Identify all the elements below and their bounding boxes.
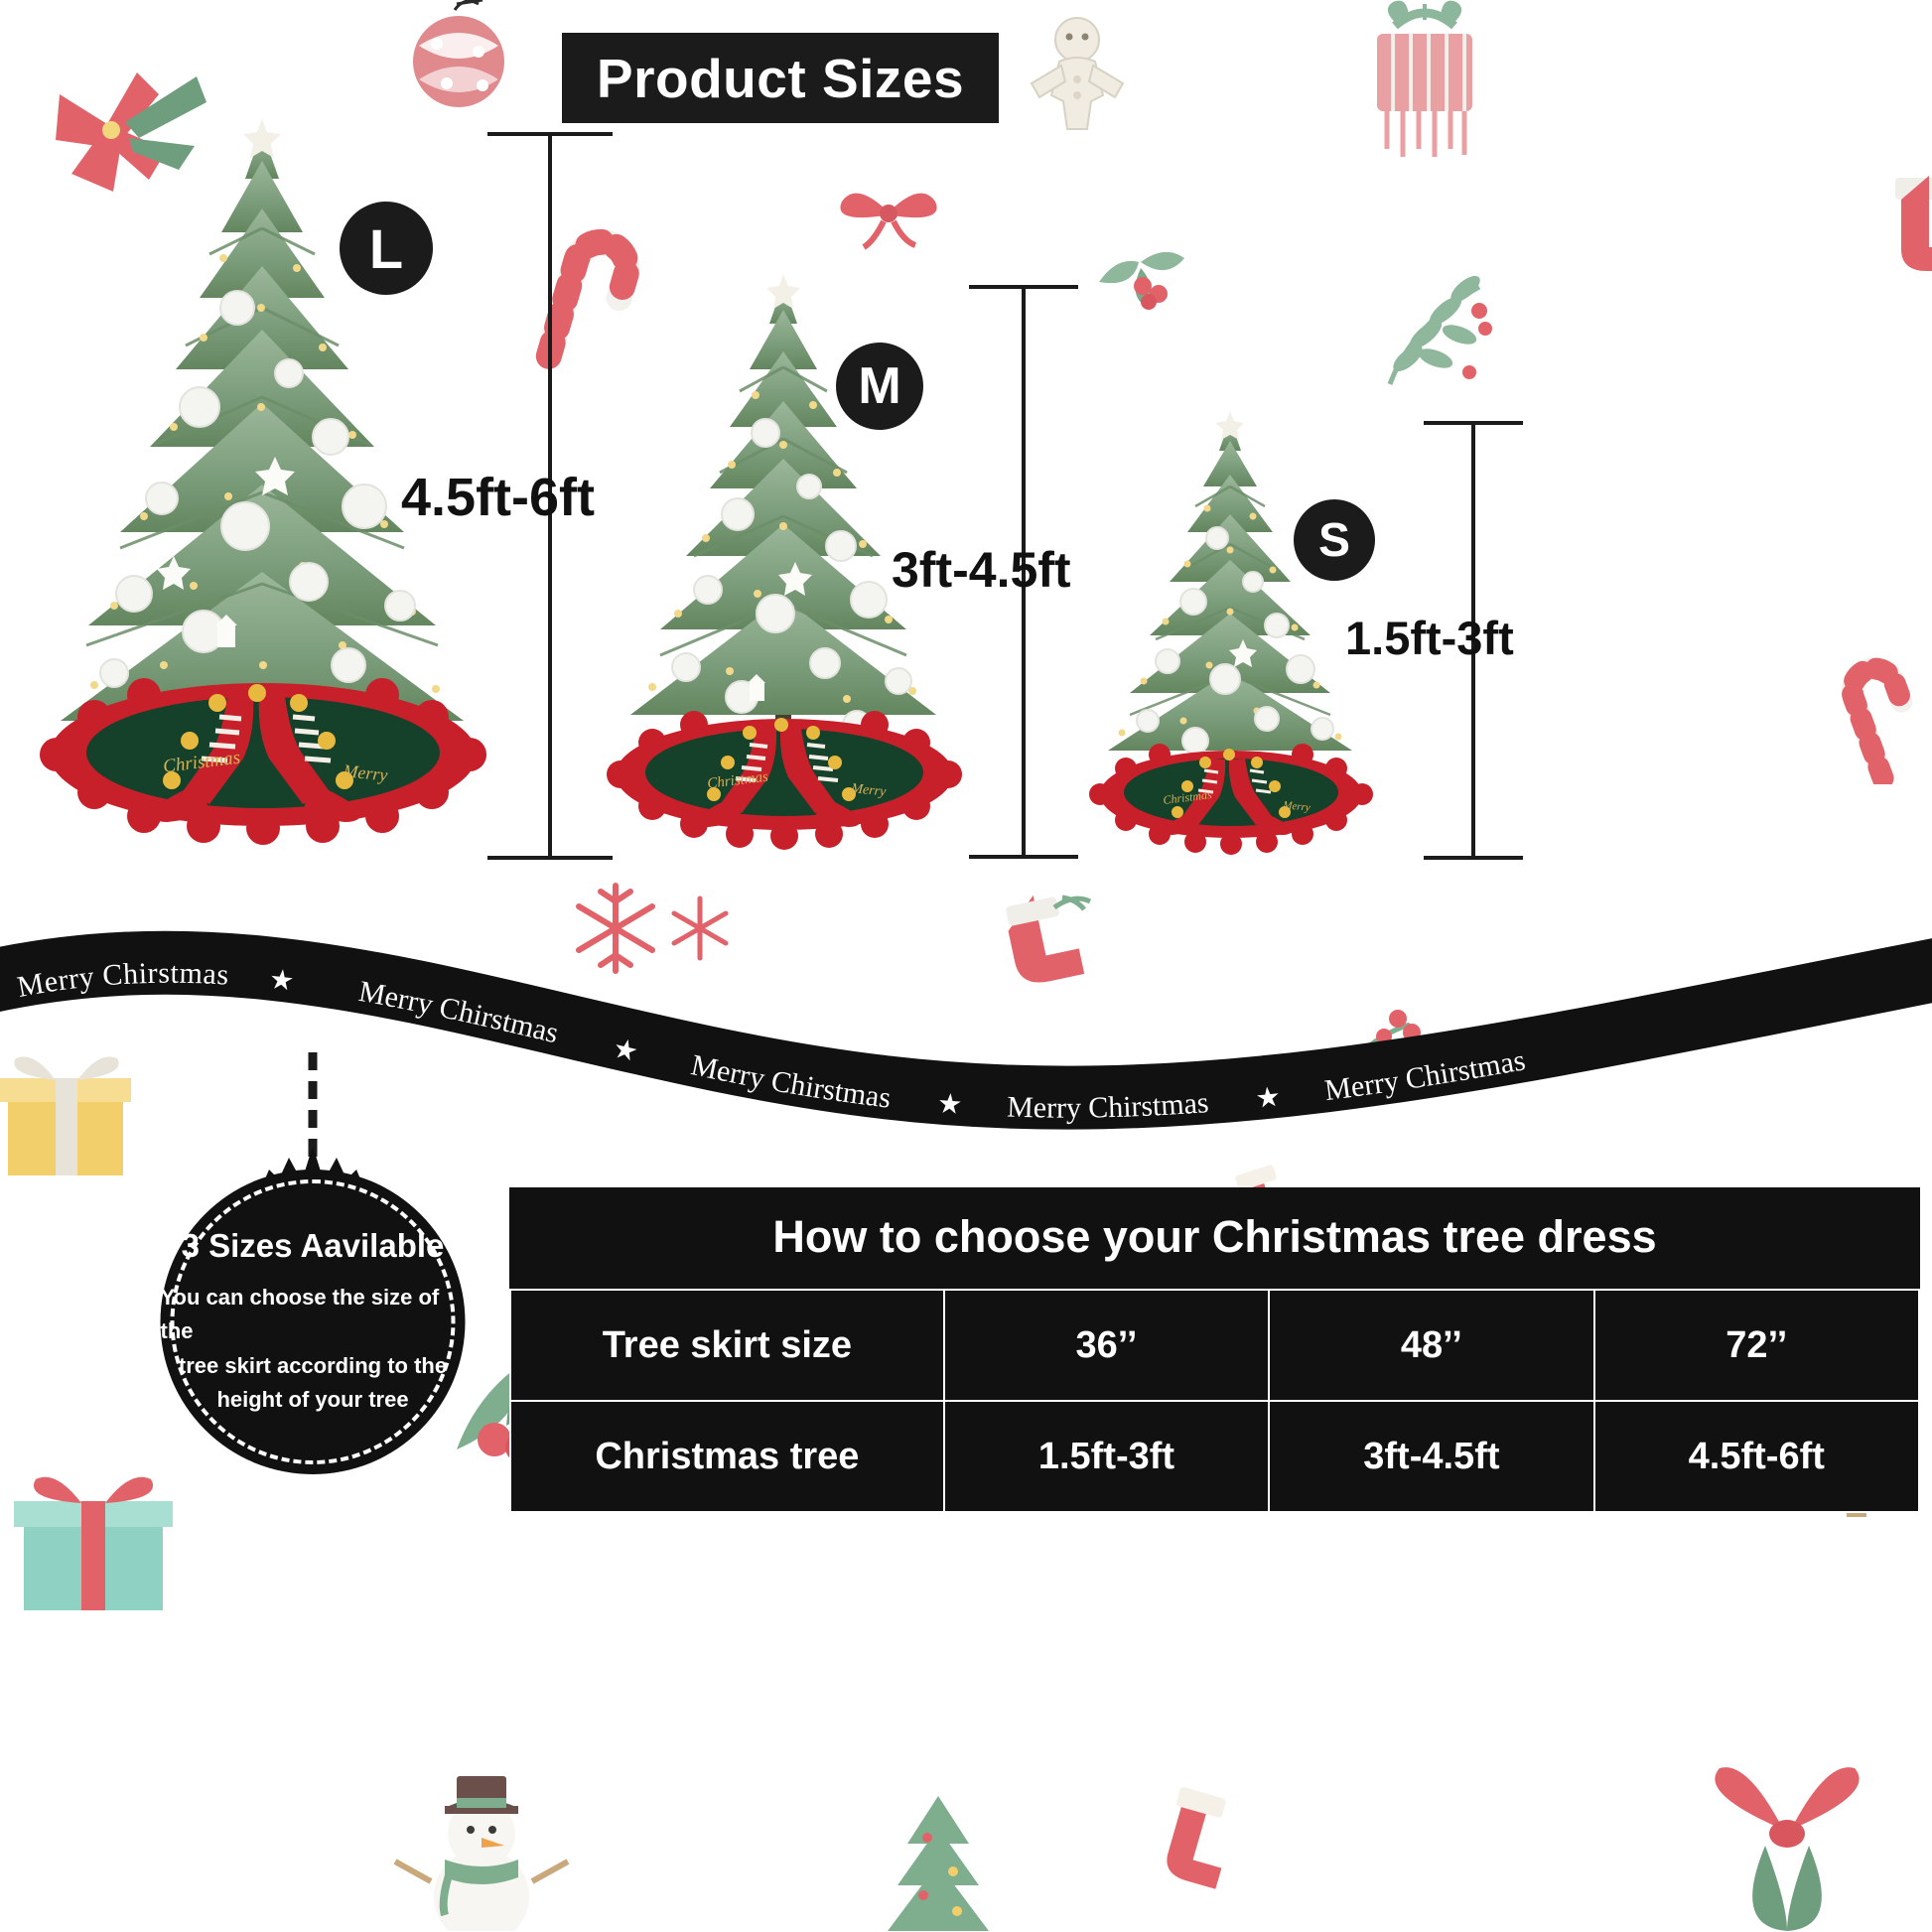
christmas-stocking-icon [1006,895,1092,983]
size-badge-medium: M [836,343,923,430]
ribbon-text: Merry Chirstmas [1007,1086,1210,1125]
ribbon-star: ★ [1254,1082,1282,1115]
snowflake-icon [671,896,729,961]
christmas-tree-large: Christmas Merry [40,119,486,845]
table-row-header: Tree skirt size [509,1289,945,1402]
svg-text:Merry: Merry [342,760,389,785]
dimension-label-large: 4.5ft-6ft [401,468,596,527]
dimension-label-small: 1.5ft-3ft [1345,612,1514,664]
table-cell: 4.5ft-6ft [1592,1400,1921,1513]
christmas-tree-small: Christmas Merry [1089,411,1373,855]
svg-text:★: ★ [1254,1082,1282,1115]
size-badge-small: S [1294,499,1375,581]
christmas-tree-medium: Christmas Merry [607,274,962,850]
table-row: Christmas tree 1.5ft-3ft 3ft-4.5ft 4.5ft… [509,1400,1921,1513]
svg-text:★: ★ [936,1088,963,1121]
pine-tree-icon [888,1796,989,1931]
bauble-ornament-icon [413,0,504,107]
ribbon-star: ★ [267,964,295,998]
table-cell: 1.5ft-3ft [942,1400,1271,1513]
svg-text:Christmas: Christmas [707,769,769,792]
size-guide-table-title: How to choose your Christmas tree dress [509,1187,1920,1289]
merry-christmas-ribbon: Merry Chirstmas ★ Merry Chirstmas ★ Merr… [0,898,1932,1137]
size-guide-table-wrap: How to choose your Christmas tree dress … [509,1187,1921,1513]
svg-text:Christmas: Christmas [1163,787,1213,807]
gift-box-icon [0,1056,131,1175]
tree-skirt: Christmas Merry [1089,744,1373,855]
table-cell: 48’’ [1268,1289,1595,1402]
size-badge-large: L [340,202,433,295]
hanging-basket-icon [1377,0,1472,157]
table-row: Tree skirt size 36’’ 48’’ 72’’ [509,1289,1921,1402]
table-row-header: Christmas tree [509,1400,945,1513]
table-cell: 36’’ [942,1289,1271,1402]
svg-text:Merry: Merry [1282,799,1311,814]
holly-berries-icon [1099,251,1184,310]
svg-text:★: ★ [267,964,295,998]
sizes-available-ornament: 3 Sizes Aavilable You can choose the siz… [104,1052,521,1529]
ornament-hanging-line [308,1052,318,1157]
ornament-desc-line-2: tree skirt according to the [178,1352,448,1378]
measure-bracket-large [487,132,613,860]
page-title: Product Sizes [596,47,965,109]
christmas-stocking-icon [1895,176,1932,271]
poinsettia-flower-icon [56,72,207,192]
measure-bracket-medium [969,285,1078,859]
table-cell: 72’’ [1592,1289,1921,1402]
candy-cane-icon [1841,657,1913,784]
bow-ribbon-icon [1715,1767,1860,1931]
ornament-title: 3 Sizes Aavilable [181,1227,445,1265]
bow-ribbon-icon [840,193,937,250]
dimension-label-medium: 3ft-4.5ft [892,542,1071,598]
ornament-desc-line-3: height of your tree [216,1386,409,1412]
snowflake-icon [576,883,655,974]
svg-text:Merry: Merry [850,781,888,800]
mistletoe-sprig-icon [1387,275,1492,385]
measure-bracket-small [1424,421,1523,860]
ornament-desc-line-1: You can choose the size of the [160,1285,440,1344]
candy-cane-icon [535,228,640,369]
page-title-banner: Product Sizes [562,33,999,123]
tree-skirt: Christmas Merry [607,711,962,850]
size-guide-table: Tree skirt size 36’’ 48’’ 72’’ Christmas… [509,1289,1921,1513]
svg-text:Merry Chirstmas: Merry Chirstmas [1007,1086,1210,1125]
christmas-stocking-icon [1167,1787,1226,1889]
snowman-icon [393,1776,570,1931]
gingerbread-man-icon [1030,17,1125,130]
ribbon-star: ★ [936,1088,963,1121]
table-cell: 3ft-4.5ft [1268,1400,1595,1513]
gift-box-icon [14,1476,173,1610]
ornament-circle-badge: 3 Sizes Aavilable You can choose the siz… [160,1170,466,1474]
tree-skirt: Christmas Merry [40,678,486,845]
